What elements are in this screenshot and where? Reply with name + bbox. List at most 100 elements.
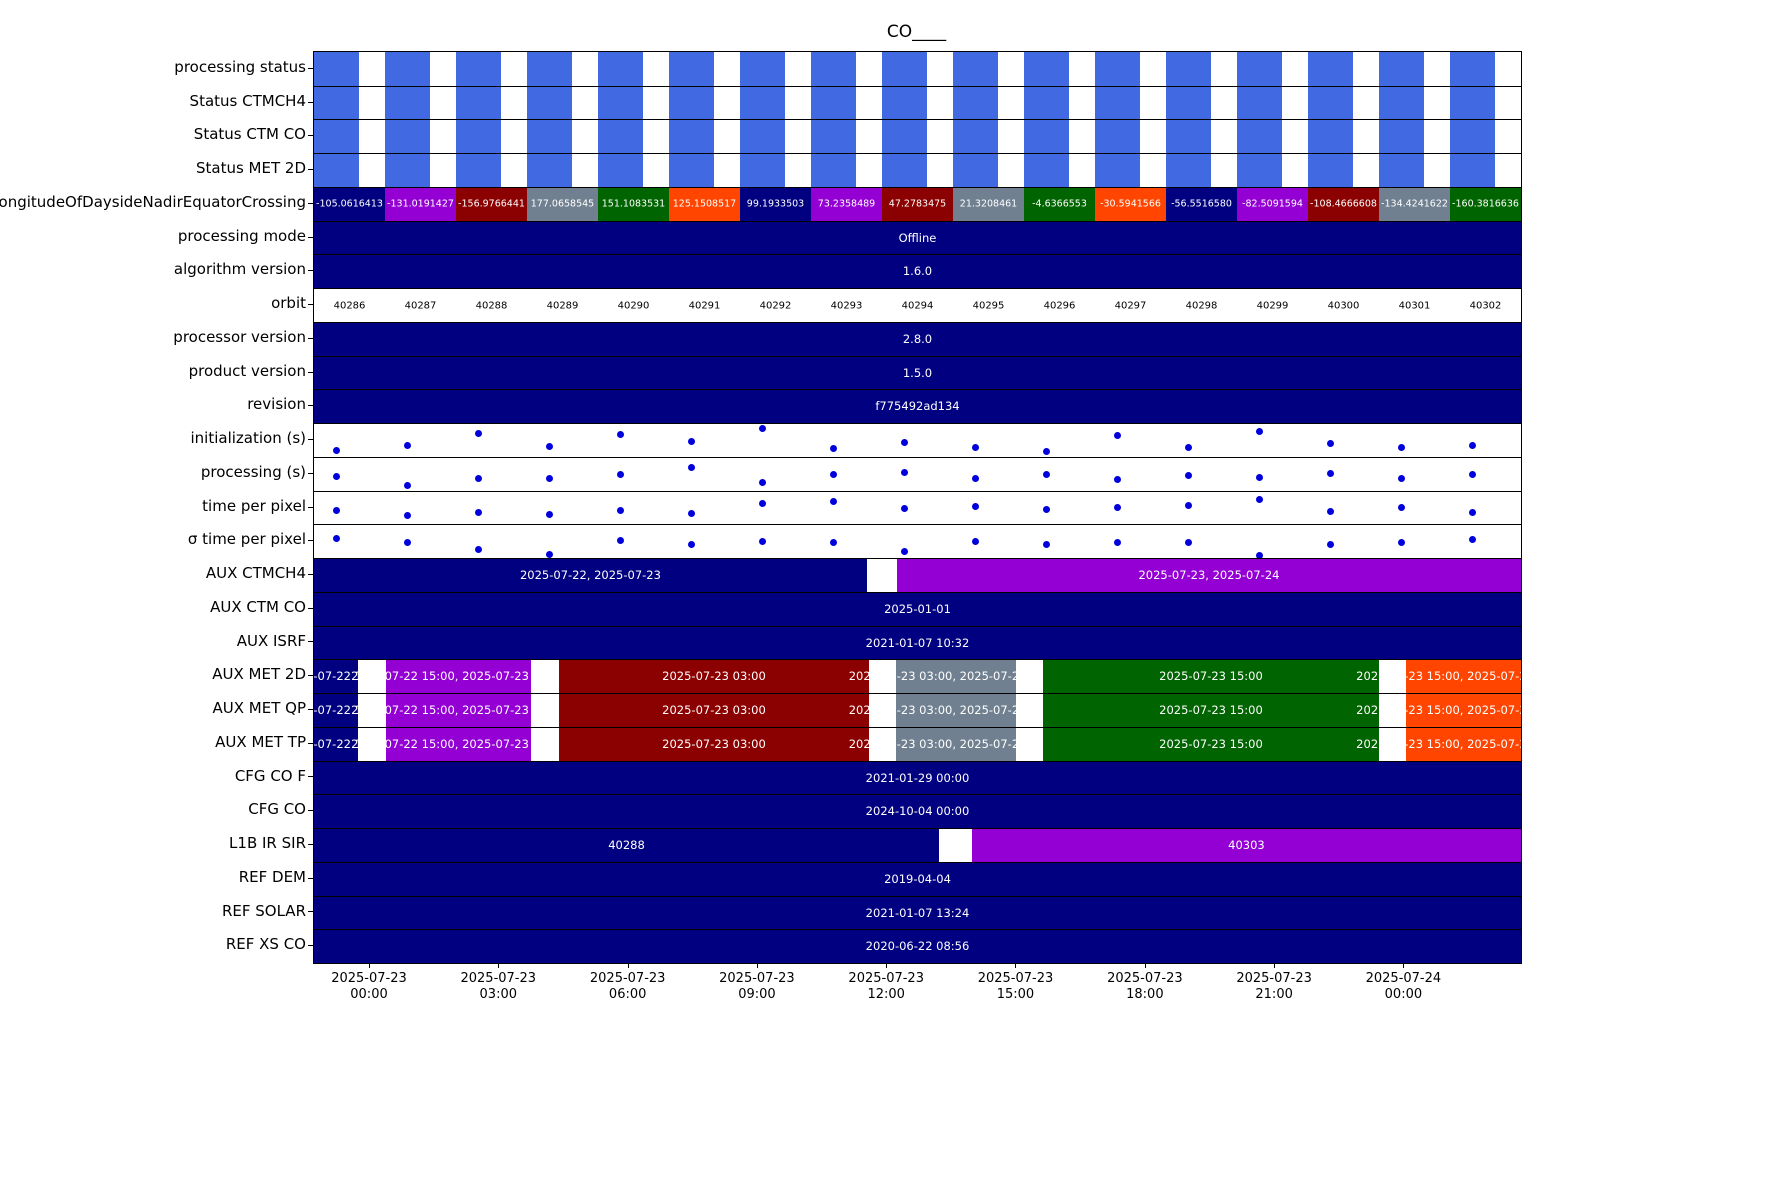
- orbit-cell: 40299: [1237, 289, 1308, 322]
- longitude-segment: -160.3816636: [1450, 187, 1521, 221]
- x-tick-label: 2025-07-23 00:00: [331, 971, 407, 1003]
- row-label-status-met-2d: Status MET 2D: [0, 152, 306, 186]
- scatter-dot: [972, 503, 979, 511]
- y-tick: [308, 101, 313, 103]
- row-revision: f775492ad134: [314, 389, 1521, 424]
- scatter-dot: [1114, 432, 1121, 440]
- y-tick: [308, 641, 313, 643]
- row-label-text: AUX ISRF: [236, 631, 306, 650]
- scatter-dot: [1043, 505, 1050, 513]
- status-bar: [314, 52, 359, 86]
- orbit-cell: 40295: [953, 289, 1024, 322]
- interval-bar-text: 2025-07-22, 2025-07-23: [519, 568, 661, 583]
- x-tick-label: 2025-07-24 00:00: [1365, 971, 1442, 1003]
- y-tick: [308, 776, 313, 778]
- row-label-text: algorithm version: [173, 260, 306, 279]
- longitude-value: 47.2783475: [888, 198, 947, 210]
- row-label-text: REF DEM: [238, 867, 306, 886]
- scatter-dot: [333, 472, 340, 480]
- longitude-segment: -108.4666608: [1308, 187, 1379, 221]
- interval-bar: 2025-07-23 03:00: [559, 727, 869, 761]
- row-cfg-co-f: 2021-01-29 00:00: [314, 760, 1521, 795]
- interval-bar-text: 2025-07-22 15:00, 2025-07-23 03:00: [351, 703, 566, 718]
- longitude-value: -82.5091594: [1242, 198, 1303, 210]
- status-bar: [527, 86, 572, 120]
- orbit-cell: 40296: [1024, 289, 1095, 322]
- longitude-segment: 21.3208461: [953, 187, 1024, 221]
- y-tick: [308, 202, 313, 204]
- longitude-segment: -134.4241622: [1379, 187, 1450, 221]
- longitude-segment: 99.1933503: [740, 187, 811, 221]
- value-bar-text: 2020-06-22 08:56: [865, 939, 970, 954]
- scatter-dot: [546, 550, 553, 558]
- value-bar: 2019-04-04: [314, 862, 1521, 896]
- status-bar: [456, 52, 501, 86]
- status-bar: [953, 154, 998, 187]
- status-bar: [882, 52, 927, 86]
- row-label-processing-s: processing (s): [0, 456, 306, 490]
- row-labels: processing status Status CTMCH4 Status CTM…: [0, 51, 306, 962]
- orbit-cell: 40294: [882, 289, 953, 322]
- orbit-cell: 40287: [385, 289, 456, 322]
- interval-bar: 2025-07-23 03:00, 2025-07-23 15:00: [849, 727, 1063, 761]
- row-label-processor-version: processor version: [0, 321, 306, 355]
- scatter-dot: [1469, 471, 1476, 479]
- interval-bar-text: 2025-07-23 03:00, 2025-07-23 15:00: [848, 669, 1064, 684]
- longitude-segment: -30.5941566: [1095, 187, 1166, 221]
- orbit-number: 40297: [1114, 300, 1147, 312]
- orbit-cell: 40302: [1450, 289, 1521, 322]
- row-label-aux-isrf: AUX ISRF: [0, 625, 306, 659]
- orbit-number: 40292: [759, 300, 792, 312]
- scatter-dot: [1469, 441, 1476, 449]
- y-tick: [308, 742, 313, 744]
- interval-bar: 40288: [314, 829, 939, 862]
- value-bar: 2021-01-07 13:24: [314, 896, 1521, 930]
- x-tick: [1274, 963, 1276, 968]
- scatter-dot: [617, 430, 624, 438]
- interval-bar-text: 2025-07-23 15:00, 2025-07-24 03:00: [1356, 669, 1521, 684]
- row-time-per-pixel: [314, 490, 1521, 525]
- scatter-dot: [901, 504, 908, 512]
- status-bar: [1095, 52, 1140, 86]
- scatter-dot: [404, 441, 411, 449]
- y-tick: [308, 708, 313, 710]
- y-tick: [308, 506, 313, 508]
- status-bar: [1166, 154, 1211, 187]
- x-tick: [627, 963, 629, 968]
- orbit-cell: 40297: [1095, 289, 1166, 322]
- scatter-dot: [830, 539, 837, 547]
- status-bar: [314, 154, 359, 187]
- row-aux-ctm-co: 2025-01-01: [314, 591, 1521, 626]
- status-bar: [953, 120, 998, 154]
- value-bar-text: 2021-01-29 00:00: [865, 770, 970, 785]
- longitude-segment: -156.9766441: [456, 187, 527, 221]
- row-label-text: longitudeOfDaysideNadirEquatorCrossing: [0, 192, 306, 211]
- row-label-text: REF SOLAR: [221, 901, 306, 920]
- longitude-segment: -105.0616413: [314, 187, 385, 221]
- interval-bar: 2025-07-23 03:00: [559, 694, 869, 727]
- orbit-number: 40298: [1185, 300, 1218, 312]
- scatter-dot: [617, 537, 624, 545]
- x-tick: [1144, 963, 1146, 968]
- scatter-dot: [1469, 536, 1476, 544]
- orbit-cell: 40298: [1166, 289, 1237, 322]
- row-label-aux-met-tp: AUX MET TP: [0, 726, 306, 760]
- status-bar: [740, 86, 785, 120]
- scatter-dot: [1114, 539, 1121, 547]
- row-label-ref-dem: REF DEM: [0, 861, 306, 895]
- row-label-ref-solar: REF SOLAR: [0, 895, 306, 929]
- x-tick: [1403, 963, 1405, 968]
- interval-bar-text: 2025-07-23 03:00: [662, 703, 766, 718]
- status-bar: [882, 86, 927, 120]
- y-tick: [308, 573, 313, 575]
- interval-bar-text: 2025-07-23 15:00: [1159, 736, 1263, 751]
- row-label-status-ctmch4: Status CTMCH4: [0, 85, 306, 119]
- y-tick: [308, 843, 313, 845]
- longitude-segment: 47.2783475: [882, 187, 953, 221]
- x-tick-label: 2025-07-23 21:00: [1236, 971, 1312, 1003]
- status-bar: [598, 120, 643, 154]
- row-label-text: REF XS CO: [225, 935, 306, 954]
- row-label-text: CFG CO: [248, 800, 306, 819]
- interval-bar-text: 2025-07-22 15:00, 2025-07-23 03:00: [351, 669, 566, 684]
- scatter-dot: [1043, 447, 1050, 455]
